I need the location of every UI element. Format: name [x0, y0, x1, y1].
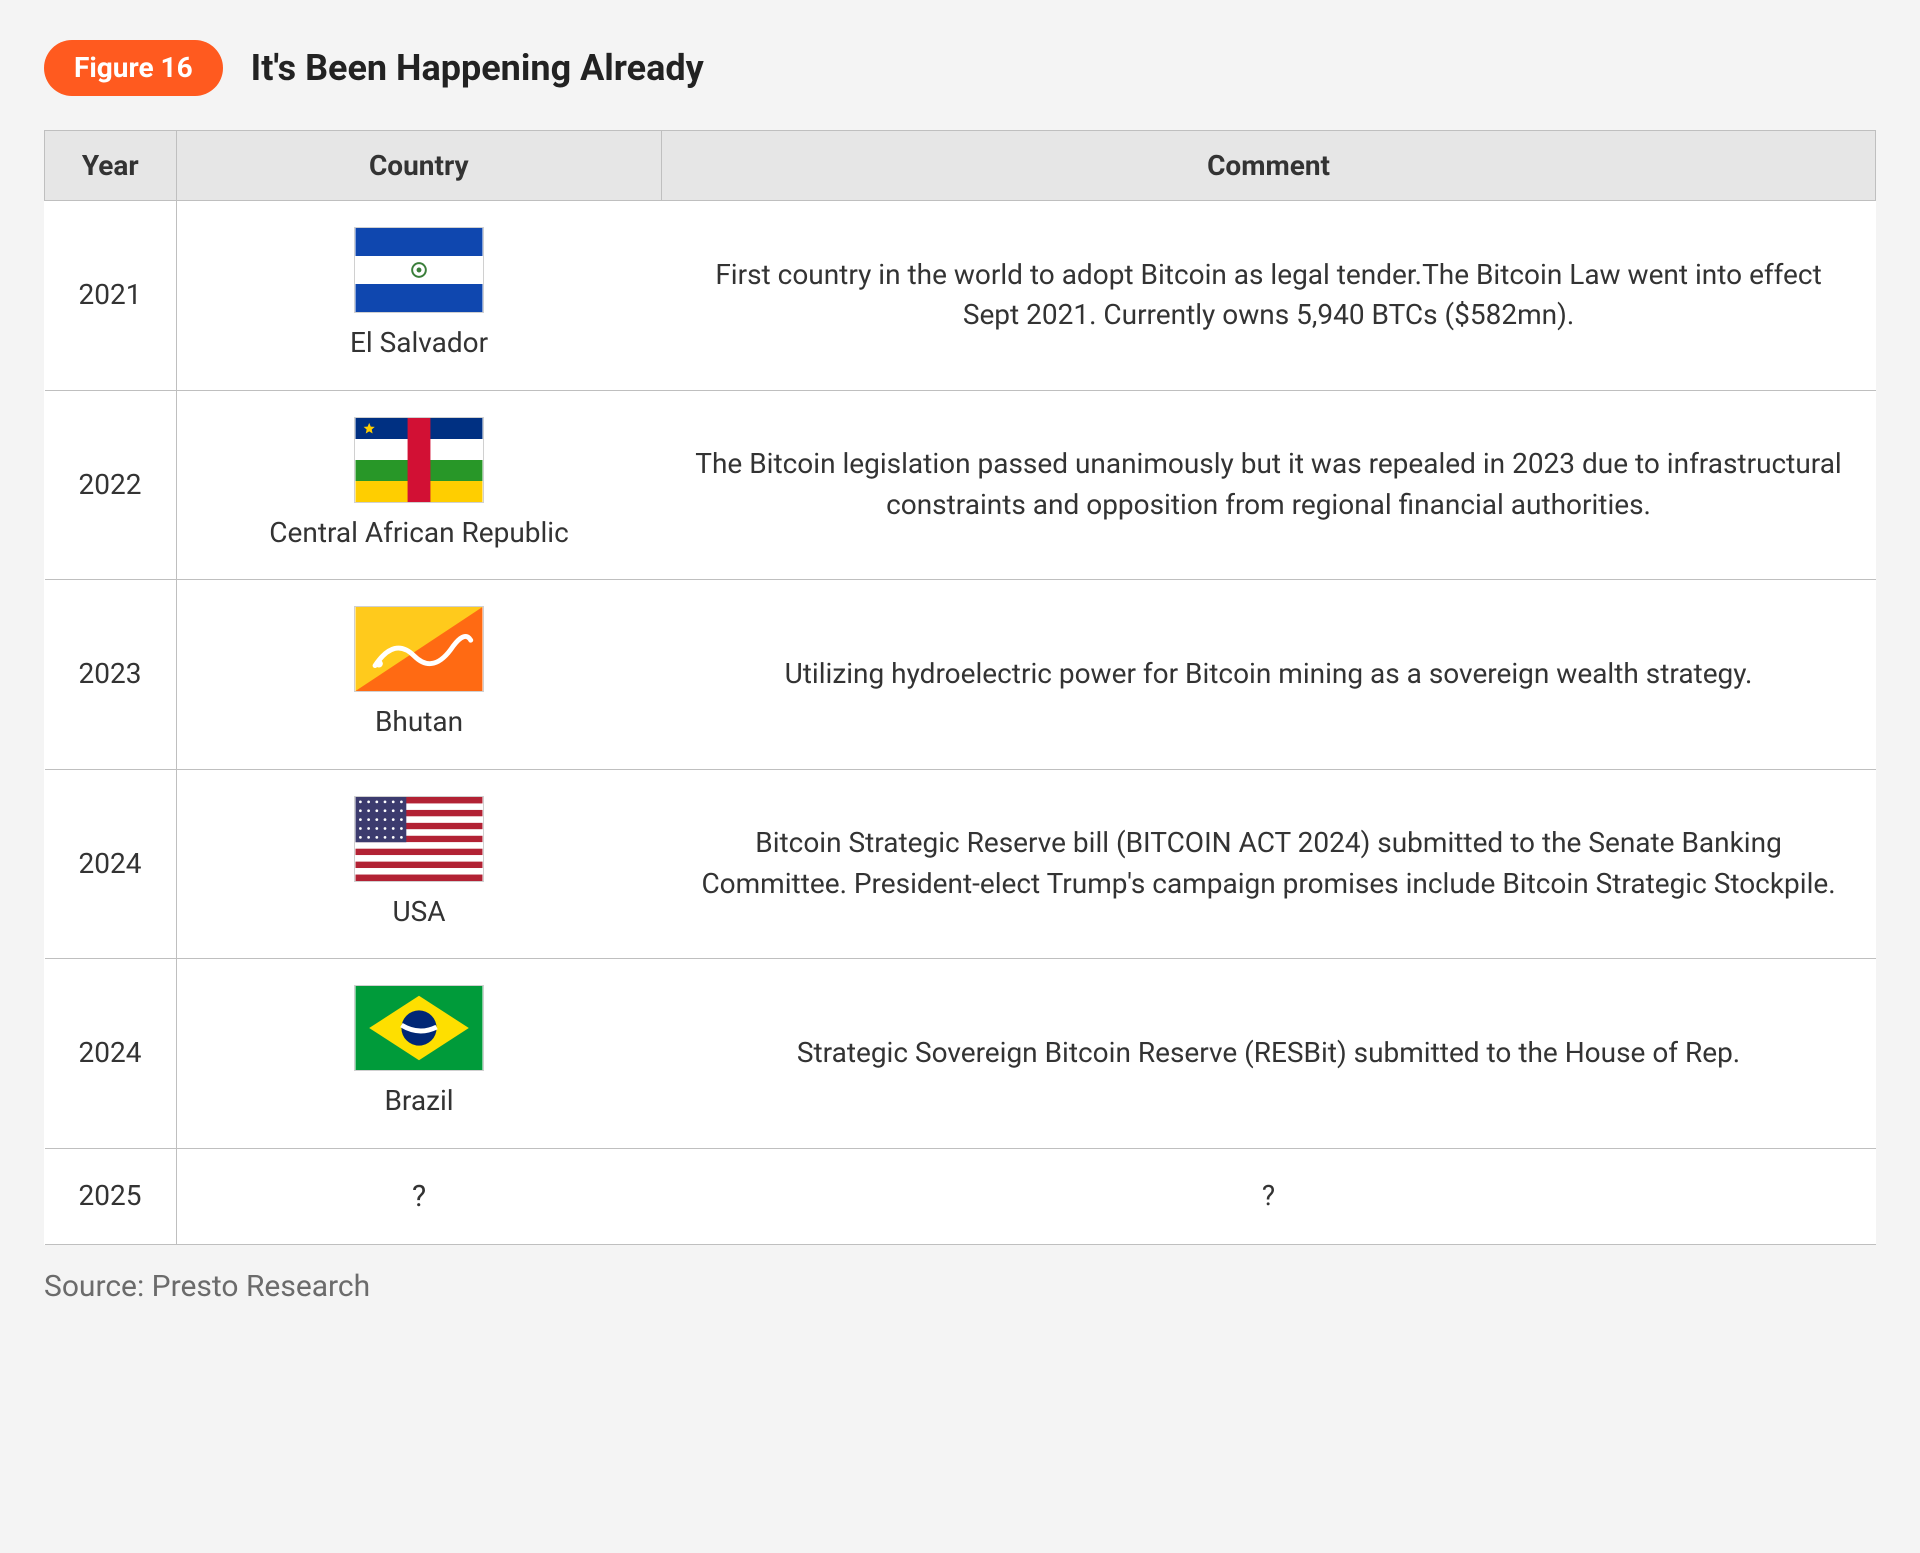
col-country: Country [176, 131, 662, 201]
country-name: El Salvador [350, 323, 488, 364]
cell-comment: ? [662, 1148, 1876, 1245]
cell-comment: The Bitcoin legislation passed unanimous… [662, 390, 1876, 580]
table-row: 2021 El Salvador First country in the wo… [45, 201, 1876, 391]
figure-header: Figure 16 It's Been Happening Already [44, 40, 1876, 96]
country-name: ? [412, 1179, 426, 1214]
cell-year: 2021 [45, 201, 177, 391]
flag-usa-icon [354, 796, 484, 882]
flag-el_salvador-icon [354, 227, 484, 313]
cell-comment: Strategic Sovereign Bitcoin Reserve (RES… [662, 959, 1876, 1149]
flag-car-icon [354, 417, 484, 503]
table-header-row: Year Country Comment [45, 131, 1876, 201]
flag-bhutan-icon [354, 606, 484, 692]
cell-year: 2023 [45, 580, 177, 770]
cell-year: 2025 [45, 1148, 177, 1245]
cell-country: Brazil [176, 959, 662, 1149]
cell-comment: First country in the world to adopt Bitc… [662, 201, 1876, 391]
cell-year: 2024 [45, 959, 177, 1149]
cell-year: 2022 [45, 390, 177, 580]
cell-year: 2024 [45, 769, 177, 959]
country-name: USA [393, 892, 446, 933]
country-name: Bhutan [375, 702, 463, 743]
cell-country: Bhutan [176, 580, 662, 770]
flag-brazil-icon [354, 985, 484, 1071]
country-name: Central African Republic [269, 513, 568, 554]
source-line: Source: Presto Research [44, 1269, 1876, 1304]
table-row: 2023 Bhutan Utilizing hydroelectric powe… [45, 580, 1876, 770]
cell-country: ? [176, 1148, 662, 1245]
cell-comment: Utilizing hydroelectric power for Bitcoi… [662, 580, 1876, 770]
cell-comment: Bitcoin Strategic Reserve bill (BITCOIN … [662, 769, 1876, 959]
table-row: 2022 Central African Republic The Bitcoi… [45, 390, 1876, 580]
figure-title: It's Been Happening Already [251, 47, 704, 89]
col-comment: Comment [662, 131, 1876, 201]
table-row: 2025?? [45, 1148, 1876, 1245]
table-row: 2024 Brazil Strategic Sovereign Bitcoin … [45, 959, 1876, 1149]
cell-country: Central African Republic [176, 390, 662, 580]
cell-country: USA [176, 769, 662, 959]
table-row: 2024 USA Bitcoin Strategic Reserve bill … [45, 769, 1876, 959]
country-name: Brazil [384, 1081, 453, 1122]
col-year: Year [45, 131, 177, 201]
cell-country: El Salvador [176, 201, 662, 391]
figure-pill: Figure 16 [44, 40, 223, 96]
adoption-table: Year Country Comment 2021 El Salvador Fi… [44, 130, 1876, 1245]
